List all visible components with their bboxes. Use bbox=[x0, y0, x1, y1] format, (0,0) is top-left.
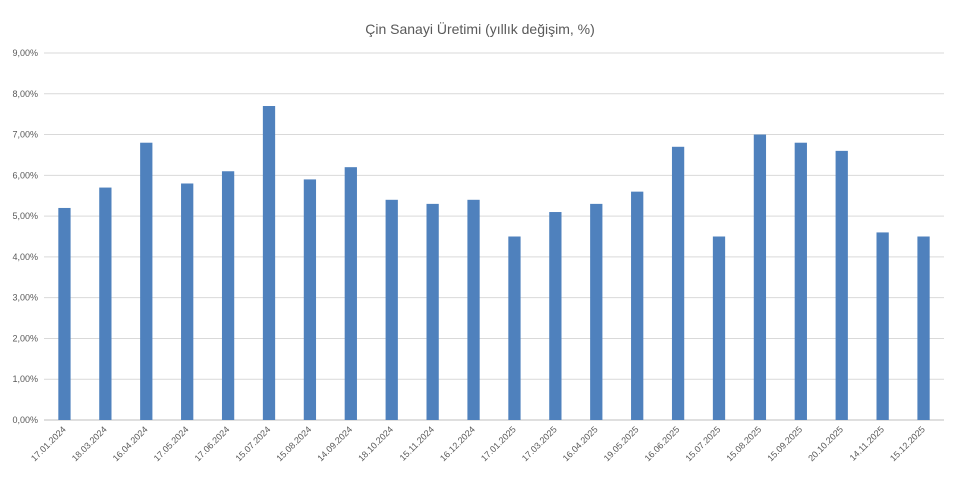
bar bbox=[140, 142, 153, 420]
x-tick-label: 16.12.2024 bbox=[438, 424, 477, 463]
x-tick-label: 20.10.2025 bbox=[806, 424, 845, 463]
bar bbox=[712, 236, 726, 420]
bar bbox=[835, 150, 848, 420]
bar bbox=[631, 191, 644, 420]
x-tick-label: 15.08.2024 bbox=[274, 424, 313, 463]
y-tick-label: 3,00% bbox=[12, 293, 38, 303]
y-tick-label: 5,00% bbox=[12, 211, 38, 221]
bar bbox=[303, 179, 317, 420]
x-tick-label: 18.03.2024 bbox=[70, 424, 109, 463]
x-tick-label: 17.01.2025 bbox=[479, 424, 518, 463]
x-tick-label: 15.08.2025 bbox=[724, 424, 763, 463]
x-tick-label: 16.06.2025 bbox=[643, 424, 682, 463]
x-tick-label: 14.09.2024 bbox=[315, 424, 354, 463]
chart-title: Çin Sanayi Üretimi (yıllık değişim, %) bbox=[365, 21, 595, 37]
y-tick-label: 9,00% bbox=[12, 48, 38, 58]
x-tick-label: 18.10.2024 bbox=[356, 424, 395, 463]
bar bbox=[917, 236, 930, 420]
bar bbox=[590, 203, 603, 420]
x-tick-label: 15.12.2025 bbox=[888, 424, 927, 463]
y-tick-label: 4,00% bbox=[12, 252, 38, 262]
x-tick-label: 15.11.2024 bbox=[398, 424, 436, 462]
y-tick-label: 8,00% bbox=[12, 89, 38, 99]
bar bbox=[671, 146, 685, 421]
x-tick-label: 16.04.2024 bbox=[111, 424, 150, 463]
bar bbox=[221, 171, 235, 420]
bar bbox=[58, 207, 71, 420]
x-tick-label: 15.07.2024 bbox=[233, 424, 272, 463]
x-tick-label: 15.09.2025 bbox=[765, 424, 804, 463]
y-tick-label: 6,00% bbox=[12, 170, 38, 180]
bar bbox=[794, 142, 807, 420]
bar bbox=[99, 187, 112, 420]
x-tick-label: 17.06.2024 bbox=[193, 424, 232, 463]
y-tick-label: 0,00% bbox=[12, 415, 38, 425]
y-tick-label: 1,00% bbox=[12, 374, 38, 384]
x-tick-label: 17.05.2024 bbox=[152, 424, 191, 463]
x-tick-label: 17.03.2025 bbox=[520, 424, 559, 463]
bar bbox=[181, 183, 194, 420]
x-tick-label: 17.01.2024 bbox=[29, 424, 68, 463]
bar bbox=[753, 134, 767, 421]
bar bbox=[426, 203, 439, 420]
bar bbox=[467, 199, 480, 420]
bar bbox=[508, 236, 521, 420]
bar bbox=[262, 106, 276, 420]
x-tick-label: 15.07.2025 bbox=[683, 424, 722, 463]
bar bbox=[549, 212, 562, 420]
x-tick-label: 14.11.2025 bbox=[848, 424, 886, 462]
x-tick-label: 19.05.2025 bbox=[602, 424, 641, 463]
x-tick-label: 16.04.2025 bbox=[561, 424, 600, 463]
y-tick-label: 2,00% bbox=[12, 333, 38, 343]
bar bbox=[385, 199, 398, 420]
y-tick-label: 7,00% bbox=[12, 130, 38, 140]
bar bbox=[344, 167, 357, 420]
bar bbox=[876, 232, 889, 420]
